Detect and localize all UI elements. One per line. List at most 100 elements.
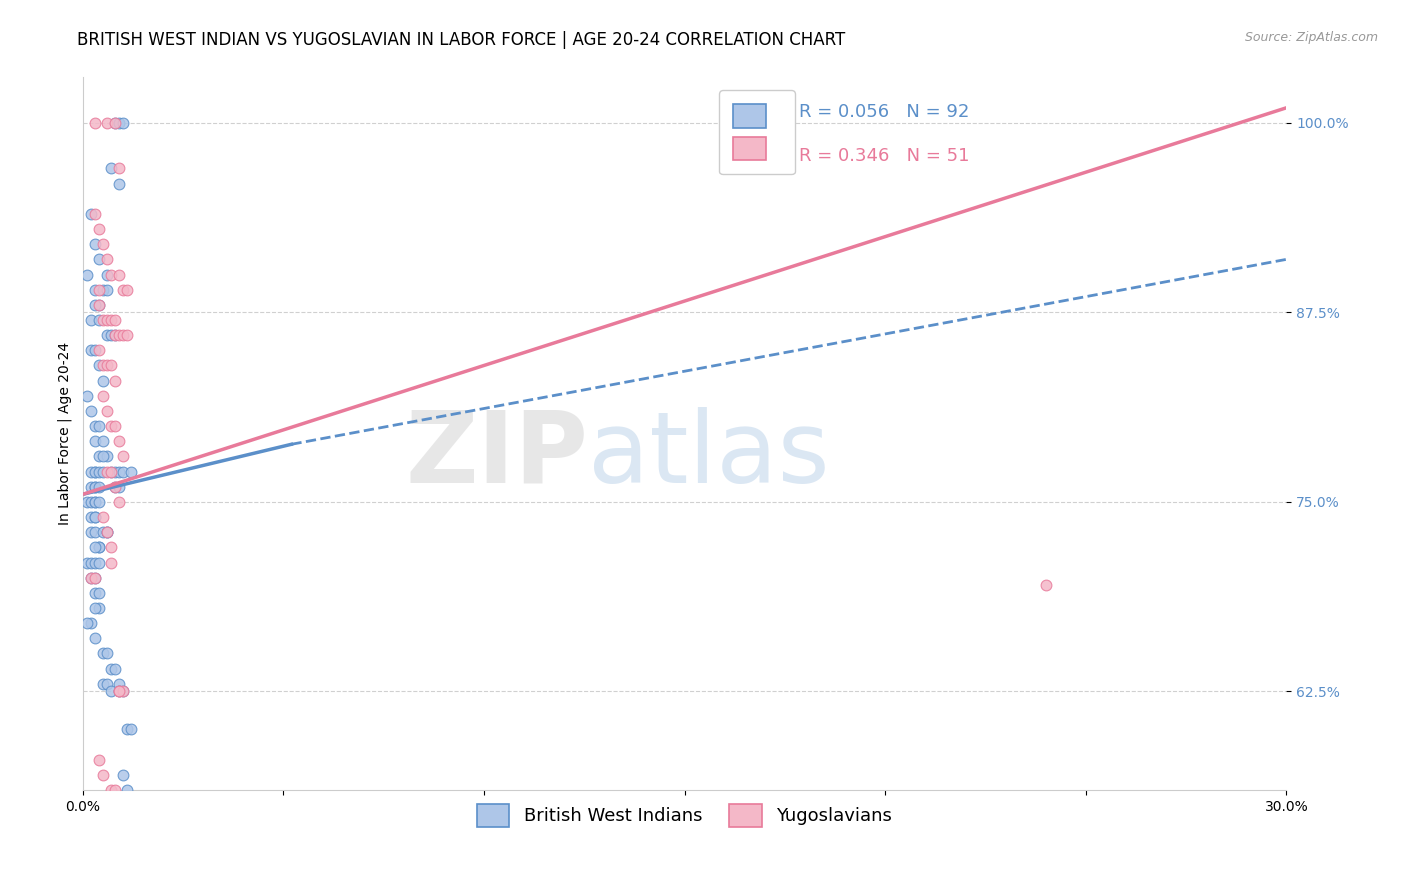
Point <box>76 268 98 282</box>
Point <box>96 465 118 479</box>
Point <box>108 116 131 130</box>
Point <box>87 601 110 615</box>
Point <box>91 374 114 388</box>
Point <box>100 328 122 343</box>
Point <box>108 684 131 698</box>
Point <box>104 480 127 494</box>
Point <box>80 343 103 358</box>
Point <box>115 328 138 343</box>
Point <box>87 298 110 312</box>
Point <box>120 723 142 737</box>
Point <box>104 328 127 343</box>
Text: R = 0.346   N = 51: R = 0.346 N = 51 <box>799 147 970 165</box>
Point <box>87 359 110 373</box>
Point <box>96 328 118 343</box>
Point <box>108 465 131 479</box>
Point <box>96 116 118 130</box>
Point <box>87 343 110 358</box>
Point <box>108 161 131 176</box>
Point <box>83 480 105 494</box>
Point <box>83 632 105 646</box>
Point <box>96 525 118 540</box>
Point <box>87 541 110 555</box>
Text: R = 0.056   N = 92: R = 0.056 N = 92 <box>799 103 970 121</box>
Point <box>100 684 122 698</box>
Point <box>104 419 127 434</box>
Point <box>87 465 110 479</box>
Point <box>83 571 105 585</box>
Y-axis label: In Labor Force | Age 20-24: In Labor Force | Age 20-24 <box>58 343 72 525</box>
Point <box>87 753 110 767</box>
Point <box>80 404 103 418</box>
Point <box>108 328 131 343</box>
Point <box>104 374 127 388</box>
Point <box>111 684 134 698</box>
Text: atlas: atlas <box>588 407 830 504</box>
Point <box>83 571 105 585</box>
Point <box>96 268 118 282</box>
Point <box>83 510 105 524</box>
Point <box>96 359 118 373</box>
Point <box>108 684 131 698</box>
Point <box>91 389 114 403</box>
Point <box>83 525 105 540</box>
Point <box>108 434 131 449</box>
Point <box>83 586 105 600</box>
Point <box>96 404 118 418</box>
Point <box>115 723 138 737</box>
Point <box>104 116 127 130</box>
Point <box>87 586 110 600</box>
Point <box>104 313 127 327</box>
Point <box>83 495 105 509</box>
Point <box>100 465 122 479</box>
Point <box>108 480 131 494</box>
Point <box>80 207 103 221</box>
Point <box>115 783 138 797</box>
Point <box>91 465 114 479</box>
Point <box>76 556 98 570</box>
Point <box>91 510 114 524</box>
Point <box>83 419 105 434</box>
Point <box>111 684 134 698</box>
Point <box>104 662 127 676</box>
Point <box>87 222 110 236</box>
Point <box>100 541 122 555</box>
Point <box>80 510 103 524</box>
Point <box>83 495 105 509</box>
Point <box>100 359 122 373</box>
Point <box>87 252 110 267</box>
Text: Source: ZipAtlas.com: Source: ZipAtlas.com <box>1244 31 1378 45</box>
Text: BRITISH WEST INDIAN VS YUGOSLAVIAN IN LABOR FORCE | AGE 20-24 CORRELATION CHART: BRITISH WEST INDIAN VS YUGOSLAVIAN IN LA… <box>77 31 845 49</box>
Point <box>83 207 105 221</box>
Point <box>91 647 114 661</box>
Point <box>87 541 110 555</box>
Point <box>91 434 114 449</box>
Point <box>91 677 114 691</box>
Point <box>104 116 127 130</box>
Point <box>80 616 103 631</box>
Point <box>91 237 114 252</box>
Point <box>83 480 105 494</box>
Point <box>91 359 114 373</box>
Point <box>108 495 131 509</box>
Point <box>104 783 127 797</box>
Point <box>91 525 114 540</box>
Point <box>100 161 122 176</box>
Point <box>96 450 118 464</box>
Point <box>76 389 98 403</box>
Point <box>96 252 118 267</box>
Point <box>1035 578 1057 592</box>
Point <box>96 283 118 297</box>
Point <box>91 768 114 782</box>
Point <box>76 616 98 631</box>
Point <box>83 283 105 297</box>
Point <box>80 525 103 540</box>
Point <box>111 465 134 479</box>
Point <box>108 684 131 698</box>
Text: ZIP: ZIP <box>405 407 588 504</box>
Point <box>108 677 131 691</box>
Point <box>100 465 122 479</box>
Point <box>87 283 110 297</box>
Point <box>104 480 127 494</box>
Point <box>80 495 103 509</box>
